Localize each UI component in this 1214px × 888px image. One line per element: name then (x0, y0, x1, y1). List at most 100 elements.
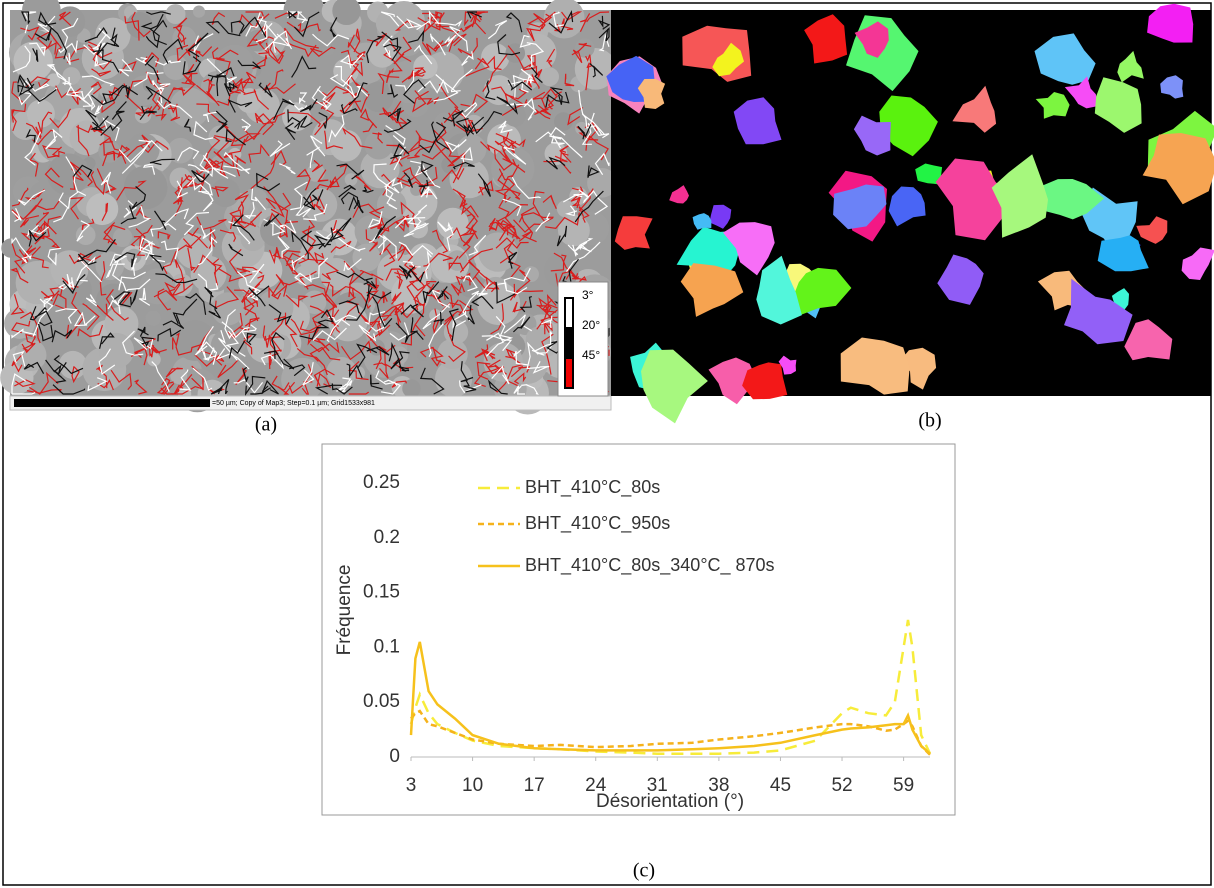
boundary (428, 323, 444, 358)
boundary (235, 367, 248, 386)
boundary (532, 91, 547, 115)
boundary (394, 216, 426, 229)
boundary (256, 113, 274, 136)
boundary (205, 20, 241, 37)
boundary (34, 310, 53, 327)
grain (112, 227, 133, 248)
boundary (473, 365, 504, 387)
grain (104, 306, 139, 341)
boundary (380, 379, 402, 395)
boundary (47, 64, 72, 85)
boundary (532, 361, 550, 374)
x-tick-label: 38 (708, 775, 729, 796)
boundary (406, 204, 428, 226)
boundary (476, 361, 491, 380)
boundary (271, 375, 290, 391)
boundary (157, 231, 171, 240)
boundary (130, 289, 138, 307)
boundary (587, 134, 609, 161)
boundary (396, 270, 403, 290)
boundary (44, 21, 68, 60)
boundary (122, 330, 144, 356)
grain (106, 95, 120, 109)
boundary (24, 131, 41, 166)
grain (481, 43, 510, 72)
boundary (410, 160, 441, 189)
boundary (160, 240, 179, 260)
boundary (145, 27, 160, 49)
boundary (561, 11, 583, 21)
boundary (366, 320, 378, 347)
grain (680, 263, 744, 317)
boundary (174, 188, 182, 217)
chart: 0 0.05 0.1 0.15 0.2 0.25 3 10 17 24 31 38 45 52 59 Déso… (334, 472, 932, 812)
boundary (389, 246, 407, 261)
boundary (47, 247, 62, 266)
boundary (43, 235, 61, 249)
boundary (449, 26, 469, 52)
boundary (76, 94, 93, 107)
grain (449, 158, 489, 199)
boundary (578, 188, 594, 212)
boundary (419, 367, 445, 395)
boundary (69, 196, 85, 220)
boundary (526, 17, 547, 42)
boundary (53, 362, 67, 383)
boundary (462, 275, 478, 292)
boundary (256, 12, 273, 34)
boundary (58, 11, 72, 27)
grain (1097, 235, 1149, 272)
boundary (191, 169, 210, 183)
boundary (100, 111, 123, 136)
boundary (130, 346, 148, 358)
boundary (564, 73, 575, 87)
boundary (497, 219, 515, 229)
boundary (46, 64, 67, 86)
boundary (151, 361, 170, 392)
boundary (198, 190, 214, 212)
boundary (437, 221, 453, 233)
grain (477, 282, 521, 326)
boundary (192, 367, 213, 391)
boundary (131, 11, 151, 38)
boundary (387, 84, 399, 98)
boundary (240, 16, 267, 38)
grain (194, 186, 214, 206)
grain (587, 168, 617, 198)
grain (126, 11, 153, 39)
boundary (384, 177, 403, 189)
boundary (110, 369, 132, 390)
boundary (230, 76, 243, 91)
boundary (362, 186, 374, 193)
boundary (484, 80, 496, 101)
grain (756, 255, 802, 325)
boundary (185, 292, 207, 315)
boundary (196, 103, 229, 129)
grain (1142, 133, 1214, 205)
boundary (341, 380, 353, 393)
boundary (162, 314, 185, 330)
boundary (21, 255, 33, 264)
boundary (395, 322, 418, 343)
boundary (574, 190, 604, 223)
boundary (138, 288, 151, 306)
boundary (100, 171, 112, 194)
grain (344, 173, 358, 186)
boundary (527, 13, 553, 28)
boundary (268, 69, 284, 91)
boundary (69, 168, 84, 190)
boundary (255, 38, 270, 55)
boundary (432, 140, 461, 167)
boundary (300, 23, 321, 32)
boundary (462, 290, 480, 322)
boundary (193, 254, 217, 275)
boundary (408, 29, 425, 43)
boundary (347, 58, 362, 76)
boundary (465, 57, 490, 77)
boundary (354, 175, 372, 191)
boundary (175, 343, 205, 356)
boundary (498, 168, 516, 194)
boundary (221, 321, 250, 339)
boundary (434, 19, 463, 27)
